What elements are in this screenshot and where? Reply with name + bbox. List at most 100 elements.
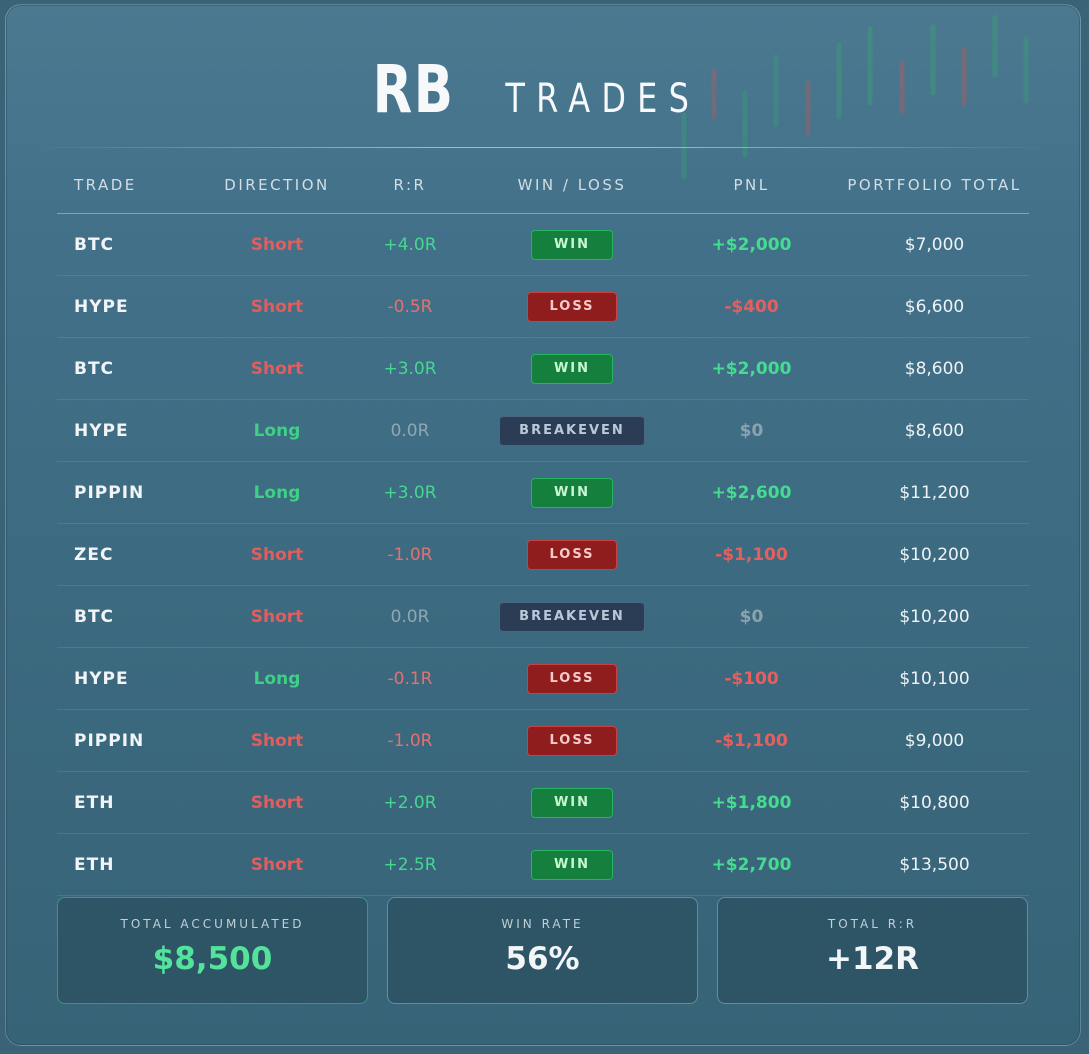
table-row: HYPE Long 0.0R BREAKEVEN $0 $8,600 [57,399,1029,462]
trade-cell: ETH [57,833,215,896]
trade-cell: HYPE [57,647,215,710]
portfolio-total-cell: $10,800 [840,771,1029,834]
direction-cell: Short [215,833,339,896]
result-cell: LOSS [481,647,663,710]
pnl-cell: +$2,600 [663,461,840,524]
rr-cell: -0.5R [339,275,481,338]
rr-cell: +3.0R [339,461,481,524]
pnl-cell: +$1,800 [663,771,840,834]
portfolio-total-cell: $8,600 [840,399,1029,462]
portfolio-total-cell: $13,500 [840,833,1029,896]
portfolio-total-cell: $7,000 [840,213,1029,276]
direction-cell: Short [215,771,339,834]
portfolio-total-cell: $6,600 [840,275,1029,338]
direction-cell: Short [215,709,339,772]
header-row: TRADE DIRECTION R:R WIN / LOSS PNL PORTF… [57,157,1029,214]
portfolio-total-cell: $10,200 [840,523,1029,586]
table-row: ZEC Short -1.0R LOSS -$1,100 $10,200 [57,523,1029,586]
pnl-cell: -$1,100 [663,523,840,586]
rr-cell: 0.0R [339,399,481,462]
rr-cell: -1.0R [339,709,481,772]
pnl-cell: +$2,000 [663,213,840,276]
trade-cell: PIPPIN [57,461,215,524]
result-cell: WIN [481,833,663,896]
direction-cell: Long [215,461,339,524]
pnl-cell: +$2,700 [663,833,840,896]
result-badge: LOSS [527,725,617,756]
trade-cell: BTC [57,213,215,276]
direction-cell: Short [215,585,339,648]
table-body: BTC Short +4.0R WIN +$2,000 $7,000 HYPE Short -0… [57,213,1029,896]
result-cell: WIN [481,213,663,276]
result-cell: LOSS [481,523,663,586]
result-badge: LOSS [527,539,617,570]
direction-cell: Short [215,523,339,586]
pnl-cell: $0 [663,399,840,462]
result-cell: LOSS [481,275,663,338]
pnl-cell: $0 [663,585,840,648]
table-row: PIPPIN Long +3.0R WIN +$2,600 $11,200 [57,461,1029,524]
rr-cell: +2.0R [339,771,481,834]
rr-cell: +4.0R [339,213,481,276]
trade-cell: ETH [57,771,215,834]
direction-cell: Short [215,337,339,400]
title-main: RB [372,51,455,128]
direction-cell: Short [215,275,339,338]
direction-cell: Long [215,399,339,462]
total-rr-card: TOTAL R:R +12R [717,897,1028,1004]
total-accumulated-card: TOTAL ACCUMULATED $8,500 [57,897,368,1004]
table-row: HYPE Short -0.5R LOSS -$400 $6,600 [57,275,1029,338]
result-cell: WIN [481,337,663,400]
pnl-cell: -$1,100 [663,709,840,772]
result-cell: BREAKEVEN [481,399,663,462]
table-row: ETH Short +2.0R WIN +$1,800 $10,800 [57,771,1029,834]
column-header-trade: TRADE [57,157,215,214]
result-badge: WIN [531,229,613,260]
trades-card: RB TRADES TRADE DIRECTION R:R WIN / LOSS… [5,4,1081,1046]
portfolio-total-cell: $11,200 [840,461,1029,524]
result-cell: LOSS [481,709,663,772]
table-row: HYPE Long -0.1R LOSS -$100 $10,100 [57,647,1029,710]
result-badge: LOSS [527,663,617,694]
trade-cell: BTC [57,337,215,400]
column-header-win-loss: WIN / LOSS [481,157,663,214]
pnl-cell: +$2,000 [663,337,840,400]
title-divider [42,147,1042,148]
table-row: BTC Short +3.0R WIN +$2,000 $8,600 [57,337,1029,400]
result-cell: WIN [481,771,663,834]
column-header-portfolio-total: PORTFOLIO TOTAL [840,157,1029,214]
direction-cell: Long [215,647,339,710]
trade-cell: HYPE [57,399,215,462]
portfolio-total-cell: $10,100 [840,647,1029,710]
result-badge: WIN [531,849,613,880]
column-header-direction: DIRECTION [215,157,339,214]
table-header: TRADE DIRECTION R:R WIN / LOSS PNL PORTF… [57,157,1029,214]
rr-cell: +2.5R [339,833,481,896]
result-cell: BREAKEVEN [481,585,663,648]
total-rr-label: TOTAL R:R [827,917,918,931]
result-badge: WIN [531,477,613,508]
column-header-pnl: PNL [663,157,840,214]
result-badge: LOSS [527,291,617,322]
rr-cell: -0.1R [339,647,481,710]
total-accumulated-label: TOTAL ACCUMULATED [120,917,305,931]
rr-cell: -1.0R [339,523,481,586]
trades-table: TRADE DIRECTION R:R WIN / LOSS PNL PORTF… [57,157,1029,896]
pnl-cell: -$100 [663,647,840,710]
table-row: BTC Short +4.0R WIN +$2,000 $7,000 [57,213,1029,276]
portfolio-total-cell: $9,000 [840,709,1029,772]
table-row: BTC Short 0.0R BREAKEVEN $0 $10,200 [57,585,1029,648]
direction-cell: Short [215,213,339,276]
trade-cell: ZEC [57,523,215,586]
portfolio-total-cell: $8,600 [840,337,1029,400]
result-badge: BREAKEVEN [499,601,645,632]
trade-cell: BTC [57,585,215,648]
win-rate-card: WIN RATE 56% [387,897,698,1004]
trade-cell: HYPE [57,275,215,338]
pnl-cell: -$400 [663,275,840,338]
total-rr-value: +12R [826,941,919,977]
page-title: RB TRADES [6,51,1080,128]
trade-cell: PIPPIN [57,709,215,772]
rr-cell: 0.0R [339,585,481,648]
rr-cell: +3.0R [339,337,481,400]
